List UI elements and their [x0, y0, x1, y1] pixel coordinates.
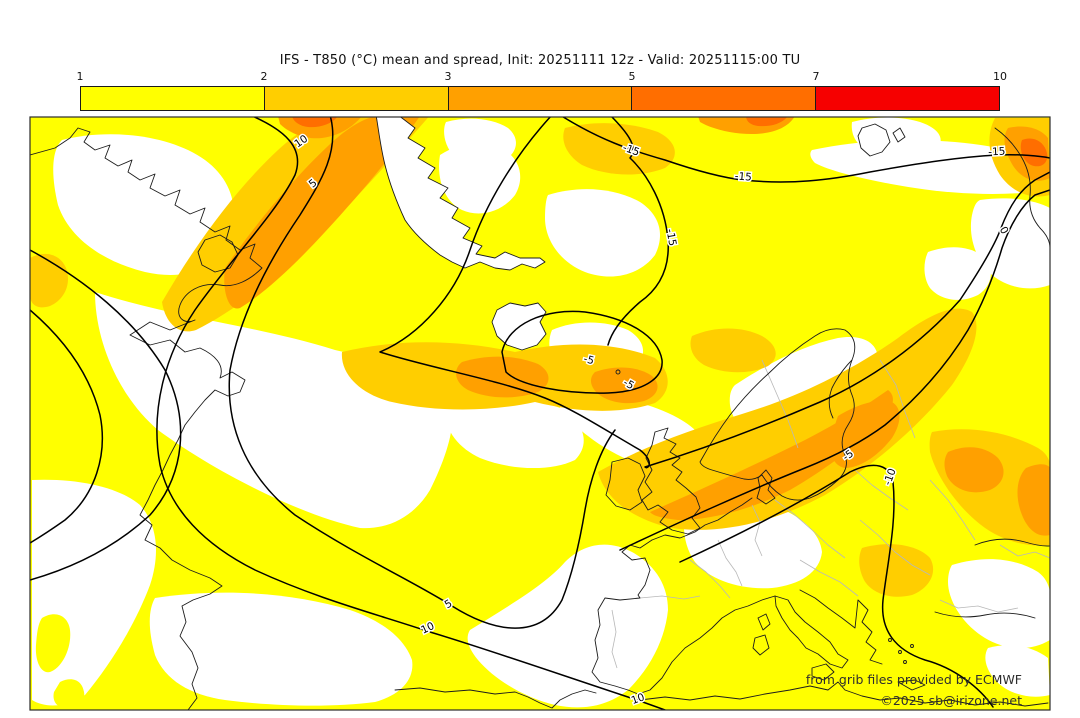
- spread-yellow-patches: [35, 614, 85, 708]
- colorbar-tick-1: 1: [76, 70, 84, 83]
- map-frame: [29, 116, 1051, 711]
- colorbar-tick-5: 5: [628, 70, 636, 83]
- attribution-copyright: ©2025 sb@irizone.net: [880, 693, 1022, 708]
- colorbar-tick-labels: 1 2 3 5 7 10: [76, 70, 1008, 84]
- colorbar-segment-1: [81, 87, 264, 110]
- country-borders: [611, 359, 1050, 669]
- spread-colorbar: 1 2 3 5 7 10: [76, 70, 1008, 111]
- colorbar-segment-4: [631, 87, 816, 110]
- colorbar-segment-5: [815, 87, 999, 110]
- contour-label: -15: [988, 146, 1006, 159]
- chart-title: IFS - T850 (°C) mean and spread, Init: 2…: [279, 53, 801, 68]
- contour-label: -15: [664, 228, 679, 247]
- colorbar-tick-2: 2: [260, 70, 268, 83]
- colorbar-tick-3: 3: [444, 70, 452, 83]
- spread-fill-level4: [292, 117, 1048, 167]
- colorbar-tick-10: 10: [993, 70, 1007, 83]
- colorbar-segment-2: [263, 87, 448, 110]
- attribution: from grib files provided by ECMWF ©2025 …: [806, 669, 1022, 711]
- attribution-source: from grib files provided by ECMWF: [805, 672, 1022, 687]
- coastlines: [30, 117, 1050, 710]
- contour-label: -5: [582, 353, 595, 367]
- colorbar-segment-3: [447, 87, 632, 110]
- colorbar-scale: [80, 86, 1000, 111]
- colorbar-tick-7: 7: [812, 70, 820, 83]
- contour-label: -15: [734, 170, 752, 183]
- temperature-contours: [30, 117, 1050, 710]
